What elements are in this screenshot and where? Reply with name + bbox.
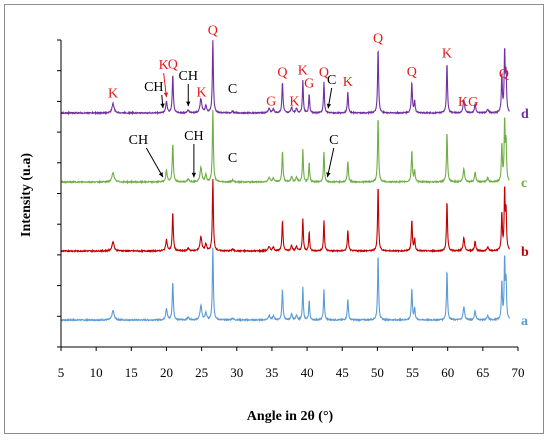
peak-label: K (159, 58, 169, 73)
annotation-arrowhead (158, 172, 163, 178)
peak-label: C (228, 151, 237, 166)
peak-label: Q (373, 31, 383, 46)
peak-label: K (442, 47, 452, 62)
peak-label: K (298, 63, 308, 78)
x-tick-label: 10 (90, 365, 103, 380)
series-a-label: a (521, 314, 528, 329)
peak-label: Q (277, 65, 287, 80)
peak-label: K (289, 95, 299, 110)
peak-label: G (304, 77, 314, 92)
peak-label: CH (129, 133, 148, 148)
peak-label: K (343, 75, 353, 90)
x-tick-label: 5 (58, 365, 65, 380)
peak-label: Q (208, 24, 218, 39)
peak-label: Q (499, 67, 509, 82)
annotation-arrowhead (160, 103, 165, 109)
peak-label: K (108, 86, 118, 101)
axes: 5 10 15 20 25 30 35 40 45 50 55 60 65 70 (57, 39, 525, 380)
annotation-arrow (145, 147, 164, 178)
series-b-line (60, 178, 510, 254)
series-a-line (60, 247, 510, 323)
x-tick-label: 25 (195, 365, 208, 380)
annotation-arrowhead (326, 172, 331, 178)
series-b-label: b (521, 245, 529, 260)
series-c-line (60, 110, 510, 185)
peak-label: C (228, 82, 237, 97)
x-tick-label: 35 (265, 365, 278, 380)
x-axis-label: Angle in 2θ (°) (247, 409, 334, 424)
x-tick-label: 65 (476, 365, 489, 380)
series-c-label: c (521, 176, 527, 191)
x-tick-label: 55 (406, 365, 419, 380)
x-tick-label: 50 (371, 365, 384, 380)
series-d-line (60, 40, 510, 116)
peak-label: G (266, 94, 276, 109)
x-tick-label: 40 (301, 365, 314, 380)
peak-label: C (327, 73, 336, 88)
x-tick-label: 45 (336, 365, 349, 380)
series-curves: a b c d (60, 40, 529, 329)
annotation-arrowhead (163, 92, 169, 98)
peak-label: KG (458, 95, 478, 110)
y-axis-label: Intensity (u.a) (19, 153, 34, 237)
peak-label: CH (144, 80, 163, 95)
peak-label: K (197, 85, 207, 100)
annotation-arrowhead (326, 103, 332, 109)
chart-frame (4, 4, 544, 434)
annotation-arrow (326, 147, 335, 178)
x-tick-label: 20 (160, 365, 173, 380)
x-tick-label: 70 (512, 365, 525, 380)
series-d-label: d (521, 107, 529, 122)
peak-label: C (329, 133, 338, 148)
x-tick-label: 60 (441, 365, 454, 380)
peak-label: Q (407, 65, 417, 80)
annotation-arrowhead (186, 101, 191, 107)
peak-label: Q (168, 58, 178, 73)
x-tick-label: 15 (125, 365, 138, 380)
annotation-arrowhead (191, 172, 197, 178)
x-tick-label: 30 (230, 365, 243, 380)
peak-label: CH (179, 69, 198, 84)
peak-label: CH (184, 129, 203, 144)
peak-label: Q (319, 65, 329, 80)
